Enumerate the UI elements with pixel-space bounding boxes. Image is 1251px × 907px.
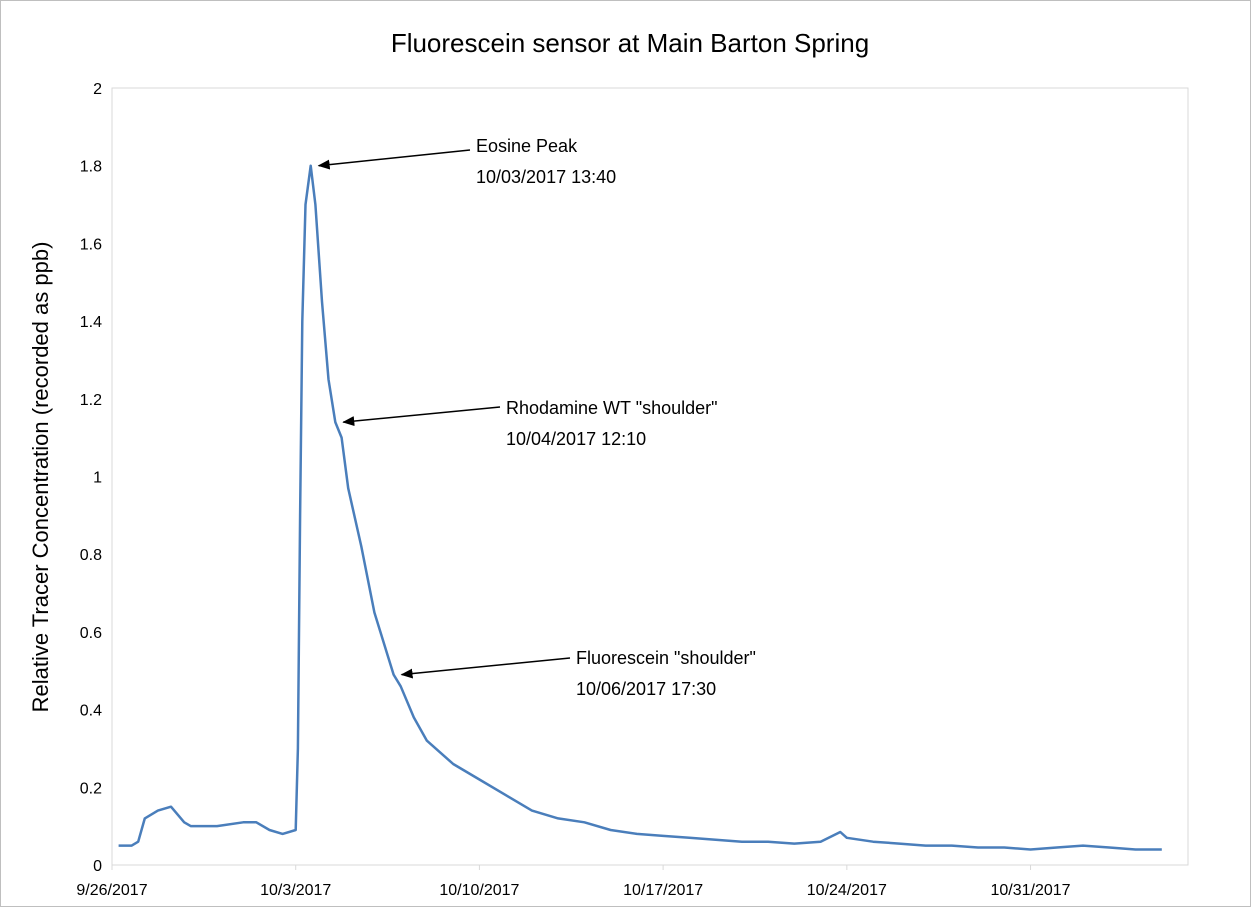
y-tick-label: 1.8: [80, 159, 102, 176]
annotation-text: Fluorescein "shoulder": [576, 648, 756, 668]
y-tick-label: 1.2: [80, 392, 102, 409]
x-tick-label: 10/10/2017: [439, 882, 519, 899]
y-tick-label: 0.2: [80, 780, 102, 797]
y-tick-label: 1: [93, 470, 102, 487]
annotation-text: Eosine Peak: [476, 136, 578, 156]
annotation-arrow: [342, 406, 501, 427]
x-tick-label: 9/26/2017: [76, 882, 147, 899]
y-tick-label: 0.4: [80, 703, 102, 720]
chart-title: Fluorescein sensor at Main Barton Spring: [391, 28, 869, 58]
y-tick-label: 1.6: [80, 236, 102, 253]
annotation-text: Rhodamine WT "shoulder": [506, 398, 718, 418]
annotation-arrow: [400, 657, 571, 679]
x-tick-label: 10/17/2017: [623, 882, 703, 899]
x-tick-label: 10/3/2017: [260, 882, 331, 899]
annotation-text: 10/03/2017 13:40: [476, 167, 616, 187]
x-tick-label: 10/31/2017: [990, 882, 1070, 899]
y-tick-label: 0: [93, 858, 102, 875]
y-tick-label: 0.8: [80, 547, 102, 564]
annotation-text: 10/04/2017 12:10: [506, 429, 646, 449]
y-tick-label: 0.6: [80, 625, 102, 642]
y-axis-label: Relative Tracer Concentration (recorded …: [28, 242, 53, 713]
annotation-text: 10/06/2017 17:30: [576, 679, 716, 699]
x-tick-label: 10/24/2017: [807, 882, 887, 899]
y-tick-label: 2: [93, 81, 102, 98]
annotation-arrow: [317, 149, 471, 170]
y-tick-label: 1.4: [80, 314, 102, 331]
data-line: [118, 164, 1162, 851]
